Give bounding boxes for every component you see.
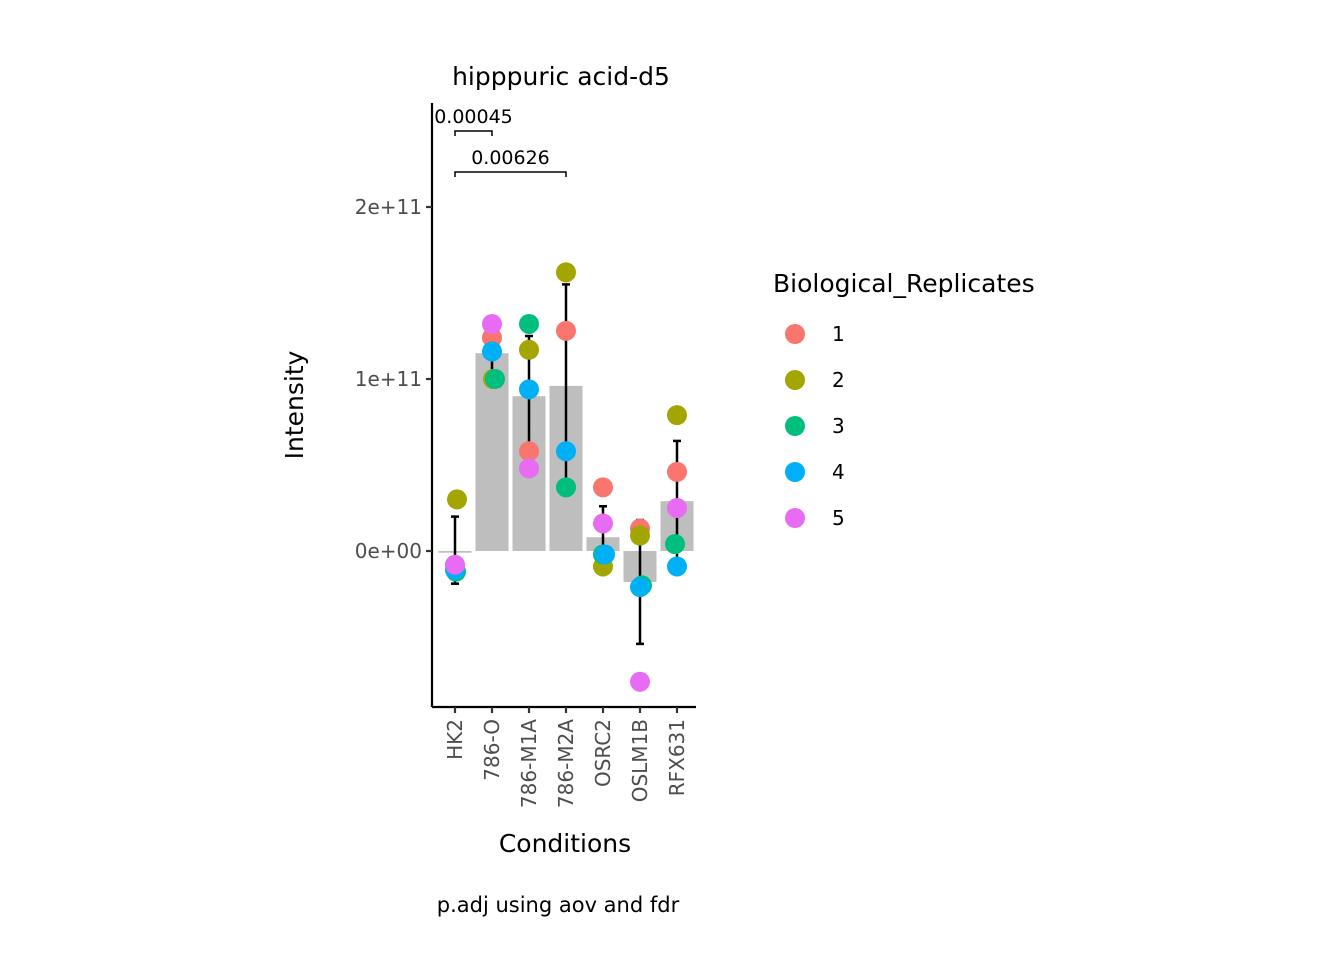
data-point-rep4 bbox=[630, 577, 650, 598]
x-tick-label: HK2 bbox=[443, 719, 467, 760]
data-point-rep2 bbox=[667, 405, 687, 426]
data-point-rep1 bbox=[593, 477, 613, 498]
legend-label: 2 bbox=[832, 368, 845, 392]
data-point-rep5 bbox=[593, 513, 613, 534]
x-axis-label: Conditions bbox=[499, 829, 631, 858]
legend-label: 1 bbox=[832, 322, 845, 346]
legend-key-3 bbox=[785, 416, 805, 436]
data-point-rep5 bbox=[667, 498, 687, 518]
data-point-rep3 bbox=[519, 313, 539, 334]
y-tick-label: 1e+11 bbox=[355, 367, 422, 391]
data-point-rep1 bbox=[482, 327, 502, 348]
x-tick-label: 786-M1A bbox=[517, 719, 541, 808]
y-tick-label: 2e+11 bbox=[355, 195, 422, 219]
significance-label: 0.00045 bbox=[434, 106, 513, 128]
y-axis-label: Intensity bbox=[280, 350, 309, 459]
legend-key-5 bbox=[785, 508, 805, 528]
data-point-rep3 bbox=[556, 477, 576, 498]
data-point-rep5 bbox=[482, 313, 502, 334]
x-tick-label: 786-M2A bbox=[554, 719, 578, 808]
data-point-rep2 bbox=[519, 339, 539, 360]
x-tick-label: RFX631 bbox=[665, 719, 689, 796]
data-point-rep4 bbox=[556, 441, 576, 462]
legend-label: 3 bbox=[832, 414, 845, 438]
data-point-rep5 bbox=[519, 458, 539, 479]
data-point-rep1 bbox=[667, 461, 687, 482]
data-point-rep4 bbox=[595, 544, 615, 565]
data-point-rep2 bbox=[630, 525, 650, 546]
legend-label: 4 bbox=[832, 460, 845, 484]
chart-title: hipppuric acid-d5 bbox=[452, 62, 670, 91]
data-point-rep3 bbox=[665, 534, 685, 555]
data-point-rep4 bbox=[667, 556, 687, 577]
data-point-rep1 bbox=[519, 441, 539, 462]
legend-label: 5 bbox=[832, 506, 845, 530]
data-point-rep4 bbox=[519, 379, 539, 400]
significance-bracket bbox=[454, 130, 493, 136]
significance-label: 0.00626 bbox=[471, 147, 550, 169]
data-point-rep5 bbox=[445, 554, 465, 575]
legend-key-4 bbox=[785, 462, 805, 482]
data-point-rep4 bbox=[482, 341, 502, 362]
data-point-rep5 bbox=[630, 671, 650, 692]
x-tick-label: OSRC2 bbox=[591, 719, 615, 787]
y-tick-label: 0e+00 bbox=[355, 539, 422, 563]
chart-caption: p.adj using aov and fdr bbox=[437, 893, 680, 917]
legend-title: Biological_Replicates bbox=[773, 269, 1035, 298]
x-tick-label: 786-O bbox=[480, 719, 504, 781]
data-point-rep2 bbox=[447, 489, 467, 510]
data-point-rep3 bbox=[485, 369, 505, 389]
legend-key-1 bbox=[785, 324, 805, 344]
significance-bracket bbox=[454, 171, 567, 177]
data-point-rep1 bbox=[556, 320, 576, 341]
x-tick-label: OSLM1B bbox=[628, 719, 652, 802]
plot-area: 0e+00 1e+11 2e+11 HK2 786-O 786-M1A 786-M2A OSR… bbox=[355, 103, 845, 808]
data-point-rep2 bbox=[556, 262, 576, 283]
legend-key-2 bbox=[785, 370, 805, 390]
